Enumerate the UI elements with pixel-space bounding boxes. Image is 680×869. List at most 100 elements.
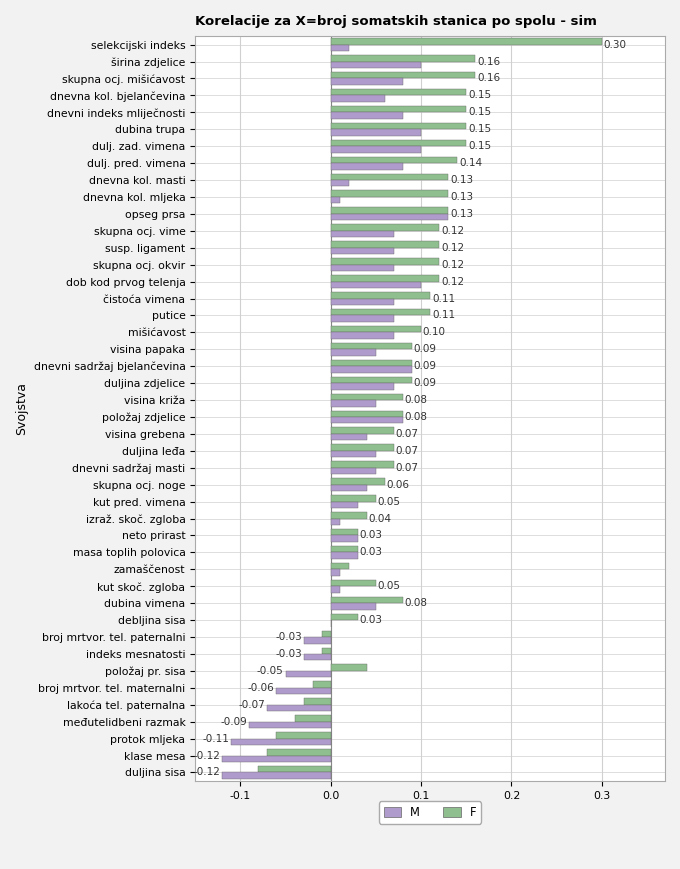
Bar [330,563,349,569]
Text: 0.07: 0.07 [396,446,419,456]
Bar [303,699,330,705]
Bar [330,180,349,187]
Bar [277,733,330,739]
Bar [330,106,466,112]
Bar [303,637,330,644]
Bar [330,38,602,44]
Bar [330,242,439,248]
Bar [330,190,448,197]
Text: 0.15: 0.15 [468,107,491,117]
Text: 0.09: 0.09 [414,344,437,355]
Text: 0.07: 0.07 [396,429,419,439]
Bar [267,749,330,755]
Text: -0.05: -0.05 [257,666,284,676]
Bar [330,360,412,366]
Bar [286,671,330,677]
Text: 0.11: 0.11 [432,310,455,321]
Bar [330,366,412,373]
Text: 0.13: 0.13 [450,209,473,219]
Bar [330,72,475,78]
Bar [330,519,340,525]
Bar [330,258,439,265]
Bar [330,451,376,457]
Bar [330,315,394,322]
Bar [330,55,475,62]
Bar [330,292,430,299]
Text: 0.03: 0.03 [360,615,383,625]
Bar [330,400,376,407]
Bar [330,123,466,129]
Bar [330,112,403,119]
Text: 0.03: 0.03 [360,547,383,557]
Text: 0.08: 0.08 [405,598,428,608]
Bar [330,665,367,671]
Legend: M, F: M, F [379,801,481,824]
Bar [330,485,367,491]
Text: Korelacije za X=broj somatskih stanica po spolu - sim: Korelacije za X=broj somatskih stanica p… [195,15,597,28]
Text: -0.07: -0.07 [239,700,266,710]
Text: 0.15: 0.15 [468,90,491,100]
Bar [330,208,448,214]
Text: 0.30: 0.30 [604,40,626,50]
X-axis label: Kor.koeficent: Kor.koeficent [390,806,471,819]
Text: 0.13: 0.13 [450,175,473,185]
Bar [277,688,330,694]
Bar [330,376,412,383]
Bar [330,569,340,576]
Bar [330,309,430,315]
Bar [330,140,466,146]
Bar [267,705,330,711]
Bar [330,231,394,237]
Bar [330,197,340,203]
Bar [330,468,376,474]
Bar [330,156,457,163]
Text: 0.12: 0.12 [441,260,464,269]
Bar [330,512,367,519]
Text: -0.03: -0.03 [275,632,302,642]
Bar [330,349,376,355]
Bar [330,501,358,508]
Bar [330,163,403,169]
Text: -0.12: -0.12 [194,767,220,778]
Bar [330,332,394,339]
Bar [330,224,439,231]
Bar [330,444,394,451]
Bar [222,773,330,779]
Text: 0.08: 0.08 [405,412,428,422]
Text: 0.12: 0.12 [441,226,464,235]
Bar [258,766,330,773]
Bar [330,44,349,51]
Text: -0.06: -0.06 [248,683,275,693]
Text: 0.04: 0.04 [369,514,392,523]
Text: 0.15: 0.15 [468,141,491,151]
Bar [231,739,330,745]
Text: -0.09: -0.09 [221,717,248,726]
Bar [330,174,448,180]
Text: 0.16: 0.16 [477,74,500,83]
Bar [330,546,358,553]
Bar [330,580,376,587]
Bar [330,495,376,501]
Bar [303,654,330,660]
Bar [330,282,421,288]
Bar [330,96,385,102]
Bar [330,417,403,423]
Text: 0.05: 0.05 [377,581,401,591]
Bar [330,326,421,332]
Text: 0.05: 0.05 [377,497,401,507]
Bar [330,614,358,620]
Bar [330,428,394,434]
Text: 0.14: 0.14 [459,158,482,168]
Bar [330,461,394,468]
Text: -0.12: -0.12 [194,751,220,760]
Bar [330,265,394,271]
Text: 0.10: 0.10 [423,328,446,337]
Bar [330,89,466,96]
Bar [330,62,421,68]
Bar [294,715,330,722]
Text: 0.16: 0.16 [477,56,500,67]
Bar [330,434,367,441]
Text: 0.09: 0.09 [414,378,437,388]
Bar [330,78,403,85]
Bar [330,478,385,485]
